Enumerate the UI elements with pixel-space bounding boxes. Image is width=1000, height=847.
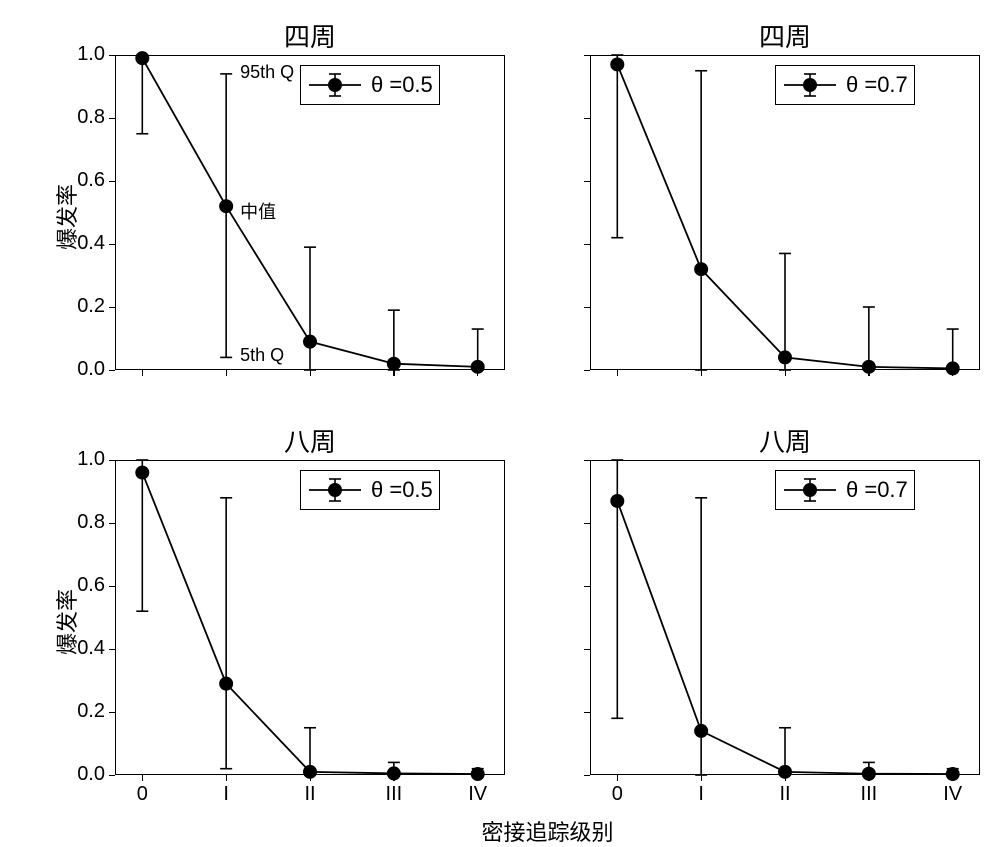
x-tick-label: IV [468, 783, 487, 806]
x-tick-mark [701, 775, 702, 781]
y-tick-label: 0.8 [67, 106, 105, 129]
data-marker [778, 765, 792, 779]
annotation-label: 中值 [240, 198, 276, 224]
legend: θ =0.7 [775, 470, 915, 510]
y-tick-label: 0.8 [67, 511, 105, 534]
legend-label: θ =0.5 [371, 477, 433, 503]
x-tick-label: I [698, 783, 704, 806]
x-tick-label: I [223, 783, 229, 806]
data-marker [946, 767, 960, 781]
x-tick-label: II [779, 783, 790, 806]
y-tick-label: 0.2 [67, 295, 105, 318]
legend: θ =0.5 [300, 470, 440, 510]
data-marker [387, 357, 401, 371]
x-tick-label: IV [943, 783, 962, 806]
data-marker [219, 199, 233, 213]
x-tick-mark [617, 775, 618, 781]
x-tick-mark [226, 370, 227, 376]
y-tick-label: 0.6 [67, 574, 105, 597]
annotation-label: 5th Q [240, 345, 284, 366]
data-marker [778, 350, 792, 364]
data-marker [694, 724, 708, 738]
x-tick-mark [142, 370, 143, 376]
y-tick-label: 0.4 [67, 232, 105, 255]
x-axis-label: 密接追踪级别 [115, 815, 980, 847]
panel-title: 八周 [115, 422, 505, 459]
legend-marker-icon [782, 475, 838, 505]
x-tick-mark [701, 370, 702, 376]
y-tick-label: 0.0 [67, 358, 105, 381]
figure: 四周爆发率0.00.20.40.60.81.095th Q中值5th Qθ =0… [0, 0, 1000, 824]
data-marker [219, 677, 233, 691]
y-tick-label: 1.0 [67, 448, 105, 471]
legend-marker-icon [307, 70, 363, 100]
data-marker [610, 57, 624, 71]
x-tick-label: II [304, 783, 315, 806]
x-tick-label: III [861, 783, 878, 806]
data-marker [862, 767, 876, 781]
legend-label: θ =0.7 [846, 72, 908, 98]
x-tick-mark [617, 370, 618, 376]
y-tick-label: 0.2 [67, 700, 105, 723]
data-marker [694, 262, 708, 276]
data-marker [471, 360, 485, 374]
data-marker [862, 360, 876, 374]
x-tick-mark [785, 370, 786, 376]
data-marker [135, 51, 149, 65]
y-tick-label: 0.0 [67, 763, 105, 786]
panel-title: 四周 [590, 17, 980, 54]
panel-title: 八周 [590, 422, 980, 459]
legend-marker-icon [307, 475, 363, 505]
y-tick-label: 0.6 [67, 169, 105, 192]
y-tick-label: 0.4 [67, 637, 105, 660]
x-tick-label: 0 [137, 783, 148, 806]
data-marker [303, 765, 317, 779]
annotation-label: 95th Q [240, 62, 294, 83]
panel-title: 四周 [115, 17, 505, 54]
x-tick-label: III [386, 783, 403, 806]
data-marker [471, 767, 485, 781]
data-marker [610, 494, 624, 508]
data-marker [946, 361, 960, 375]
x-tick-label: 0 [612, 783, 623, 806]
x-tick-mark [142, 775, 143, 781]
data-marker [135, 466, 149, 480]
y-tick-label: 1.0 [67, 43, 105, 66]
legend-marker-icon [782, 70, 838, 100]
data-marker [303, 335, 317, 349]
data-marker [387, 766, 401, 780]
x-tick-mark [310, 370, 311, 376]
x-tick-mark [393, 370, 394, 376]
legend: θ =0.5 [300, 65, 440, 105]
legend-label: θ =0.7 [846, 477, 908, 503]
legend-label: θ =0.5 [371, 72, 433, 98]
x-tick-mark [226, 775, 227, 781]
legend: θ =0.7 [775, 65, 915, 105]
